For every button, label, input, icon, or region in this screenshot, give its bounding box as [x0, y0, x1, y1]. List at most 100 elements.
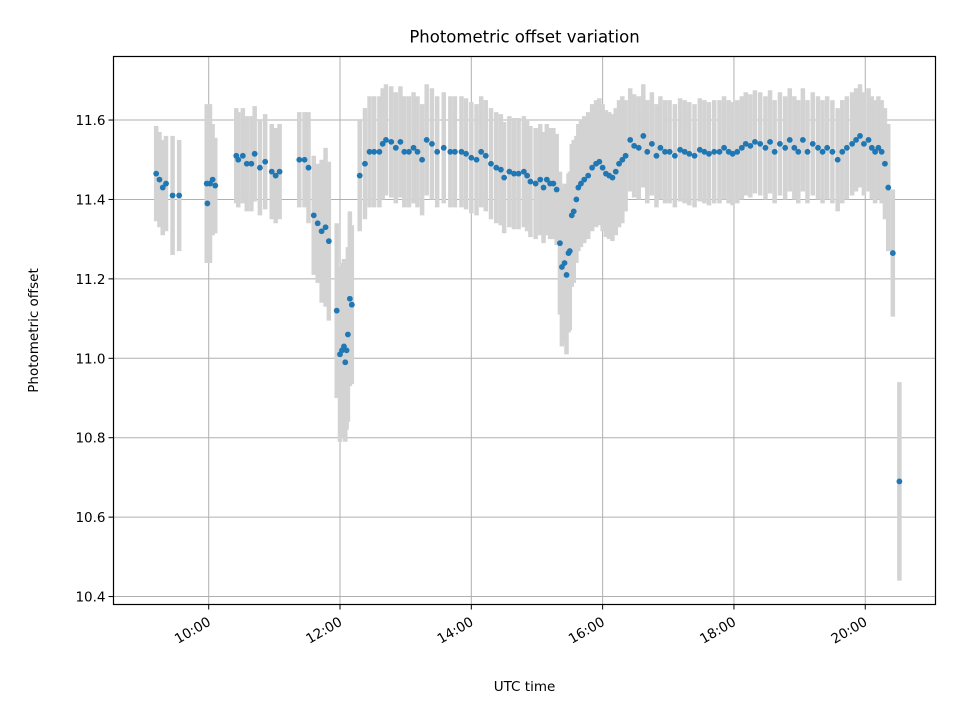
data-point [268, 168, 275, 175]
y-tick-label: 10.6 [75, 510, 105, 526]
data-point [423, 136, 430, 143]
data-point [482, 152, 489, 159]
data-point [434, 148, 441, 155]
x-tick-label: 14:00 [435, 614, 477, 647]
data-point [644, 148, 651, 155]
data-point [362, 160, 368, 167]
data-point [799, 136, 806, 143]
data-point [239, 152, 246, 159]
data-point [581, 176, 588, 183]
data-point [333, 307, 340, 314]
data-point [843, 144, 850, 151]
data-point [681, 148, 688, 155]
data-point [447, 148, 454, 155]
data-point [550, 180, 557, 187]
data-point [776, 140, 783, 147]
data-point [563, 272, 570, 278]
data-point [429, 140, 435, 147]
data-point [619, 156, 626, 163]
error-bars [153, 84, 902, 581]
data-point [243, 160, 250, 167]
data-point [609, 174, 616, 181]
data-point [627, 136, 634, 143]
data-point [566, 248, 573, 254]
data-points [153, 133, 903, 485]
data-point [414, 148, 421, 155]
data-point [896, 478, 903, 485]
data-point [356, 172, 363, 179]
data-point [857, 133, 863, 139]
data-point [767, 138, 773, 145]
data-point [622, 152, 629, 159]
data-point [235, 156, 242, 163]
data-point [757, 140, 764, 147]
data-point [251, 150, 258, 157]
data-point [578, 180, 584, 187]
data-point [419, 156, 425, 163]
data-point [809, 140, 816, 147]
data-point [543, 176, 550, 183]
y-tick-label: 11.0 [75, 351, 105, 367]
data-point [711, 148, 718, 155]
data-point [791, 144, 798, 151]
data-point [865, 136, 872, 143]
data-point [537, 176, 544, 183]
data-point [493, 164, 500, 171]
data-point [276, 168, 283, 175]
data-point [376, 148, 383, 155]
data-point [296, 156, 303, 163]
data-point [204, 200, 211, 207]
data-point [599, 164, 606, 171]
data-point [248, 160, 255, 167]
data-point [762, 144, 769, 151]
data-point [388, 138, 395, 145]
data-point [325, 238, 332, 245]
y-tick-label: 11.4 [75, 192, 105, 208]
data-point [301, 156, 308, 163]
data-point [686, 150, 693, 157]
y-tick-label: 11.6 [75, 113, 105, 129]
data-point [729, 150, 736, 157]
data-point [662, 148, 668, 155]
data-point [889, 250, 896, 256]
data-point [310, 212, 317, 219]
data-point [716, 148, 723, 155]
data-point [612, 168, 619, 175]
data-point [677, 146, 684, 153]
data-point [305, 164, 312, 171]
data-point [511, 170, 517, 177]
x-tick-label: 18:00 [697, 614, 739, 647]
data-point [721, 144, 727, 151]
data-point [163, 180, 169, 187]
data-point [458, 148, 465, 155]
data-point [344, 331, 351, 338]
data-point [885, 184, 892, 191]
data-point [440, 144, 447, 151]
data-point [875, 144, 882, 151]
data-point [561, 260, 568, 266]
x-tick-label: 16:00 [566, 614, 608, 647]
y-axis-label: Photometric offset [26, 268, 42, 392]
chart-title: Photometric offset variation [409, 28, 639, 47]
data-point [616, 160, 622, 167]
data-point [691, 152, 698, 159]
data-point [520, 168, 527, 175]
data-point [406, 148, 412, 155]
plot-frame [112, 55, 937, 606]
data-point [497, 166, 504, 173]
x-tick-label: 20:00 [829, 614, 871, 647]
data-point [346, 295, 353, 302]
x-tick-label: 10:00 [172, 614, 214, 647]
data-point [786, 136, 793, 143]
data-point [653, 152, 660, 159]
data-point [696, 146, 703, 153]
data-point [589, 164, 596, 171]
data-point [849, 140, 856, 147]
data-point [853, 136, 859, 143]
data-point [640, 133, 647, 139]
data-point [257, 164, 263, 171]
data-point [488, 160, 494, 167]
data-point [383, 136, 389, 143]
data-point [631, 142, 638, 149]
